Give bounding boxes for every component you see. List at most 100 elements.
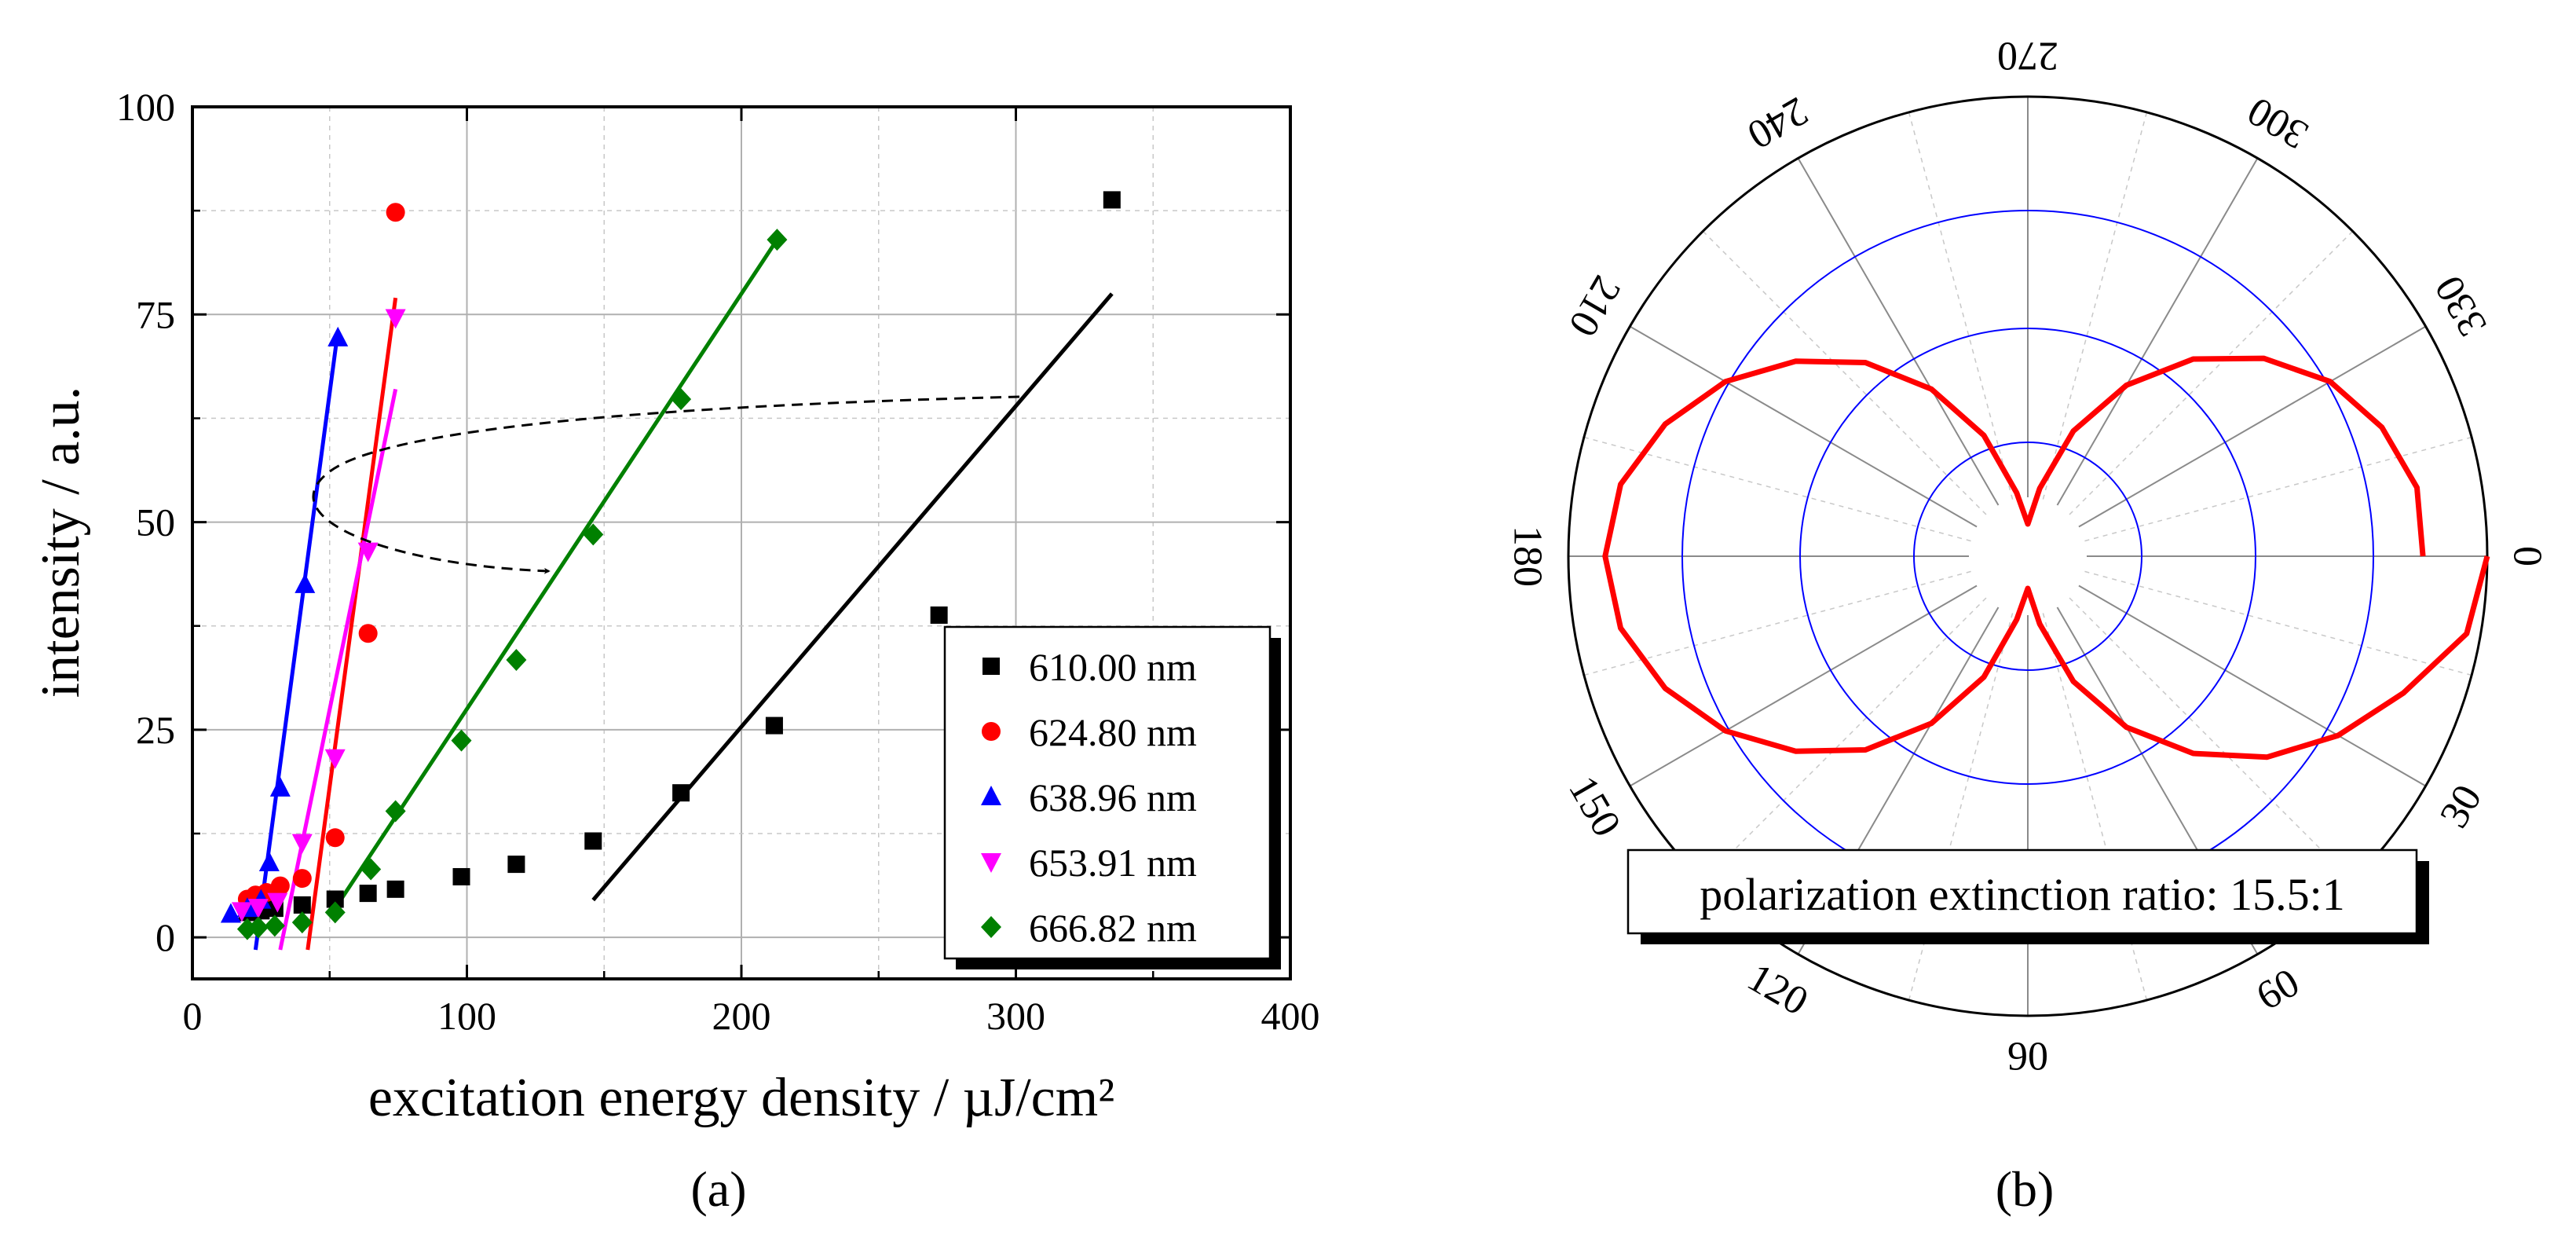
angle-label-270: 270 [1997,34,2058,79]
data-point-series-4 [385,309,406,329]
data-point-series-2 [358,624,378,643]
data-point-series-5 [324,901,346,924]
x-tick-label: 0 [183,994,203,1038]
data-point-series-5 [583,523,604,546]
spoke-minor [1908,112,2014,500]
x-tick-label: 300 [986,994,1045,1038]
angle-label-330: 330 [2427,268,2496,343]
data-point-series-5 [506,649,527,672]
legend: 610.00 nm 624.80 nm 638.96 nm 653.91 nm 666.… [943,625,1281,969]
data-point-series-1 [359,885,377,903]
radial-circle-middle [1799,328,2256,785]
x-tick-label: 400 [1261,994,1320,1038]
data-point-series-3 [295,573,316,593]
data-point-series-5 [264,914,285,937]
data-point-series-5 [451,729,472,752]
angle-label-240: 240 [1740,88,1815,157]
axis-ticks [191,105,1292,979]
data-point-series-1 [326,890,344,908]
grid-lines [192,107,1290,979]
y-axis-label: intensity / a.u. [31,387,91,698]
polarization-curve [1602,355,2490,760]
spoke-minor [2069,230,2354,515]
legend-label-series-4: 653.91 nm [1029,841,1197,885]
data-point-series-4 [324,749,346,769]
y-tick-label: 25 [136,708,175,752]
legend-box [943,625,1272,960]
angle-label-180: 180 [1506,526,1550,587]
angle-label-30: 30 [2431,778,2490,836]
spoke-minor [2084,570,2472,676]
legend-label-series-3: 638.96 nm [1029,775,1197,819]
spoke-major [2078,325,2427,528]
panel-label-a: (a) [690,1161,746,1217]
data-point-series-5 [247,916,269,939]
spoke-minor [1702,230,1987,515]
angle-label-60: 60 [2249,960,2307,1019]
legend-marker-series-5 [981,916,1001,938]
radial-circle-inner [1913,442,2142,671]
fit-line-series-5 [333,238,779,910]
data-point-series-2 [292,869,312,889]
data-point-series-2 [325,828,345,848]
data-point-series-1 [765,716,783,735]
legend-marker-series-3 [981,786,1001,805]
data-point-series-4 [291,834,313,854]
data-point-series-1 [386,880,404,898]
panel-b-polar-chart: 0 30 60 90 120 150 180 210 240 270 300 330 polariza… [1506,34,2551,1218]
spoke-minor [2042,112,2148,500]
spoke-minor [1702,597,1987,882]
data-point-series-1 [293,896,311,914]
spoke-minor [1583,570,1971,676]
data-point-series-1 [1103,191,1121,209]
extinction-ratio-annotation: polarization extinction ratio: 15.5:1 [1700,869,2344,920]
data-point-series-5 [671,388,692,411]
y-tick-label: 0 [156,915,175,959]
data-point-series-5 [291,911,313,934]
legend-label-series-1: 610.00 nm [1029,645,1197,689]
annotation-box [1626,848,2418,935]
data-point-series-4 [231,902,252,922]
spoke-minor [1583,436,1971,542]
data-point-series-1 [930,606,948,624]
fit-line-series-2 [306,297,398,951]
data-point-series-2 [386,203,405,222]
data-point-series-1 [672,784,690,802]
spoke-major [1629,585,1978,787]
data-point-series-1 [584,832,602,850]
legend-label-series-5: 666.82 nm [1029,906,1197,950]
spoke-major [2056,157,2259,506]
legend-items: 610.00 nm 624.80 nm 638.96 nm 653.91 nm 666.… [981,645,1197,950]
data-point-series-4 [247,899,269,919]
spoke-minor [2069,597,2354,882]
dashed-arrow [312,395,1020,574]
polar-spokes [1568,97,2487,1016]
spoke-major [2078,585,2427,787]
y-tick-label: 100 [116,85,175,129]
spoke-major [1629,325,1978,528]
data-point-series-4 [357,542,379,563]
data-point-series-4 [267,892,288,913]
angle-label-300: 300 [2240,88,2315,157]
data-point-series-2 [270,876,290,896]
data-point-series-3 [258,852,280,871]
fit-line-series-3 [253,331,340,951]
angle-label-150: 150 [1560,768,1629,844]
data-point-series-1 [452,867,470,885]
angle-label-90: 90 [2007,1035,2048,1079]
x-tick-label: 200 [712,994,771,1038]
fit-line-series-4 [278,388,398,951]
spoke-minor [2084,436,2472,542]
legend-label-series-2: 624.80 nm [1029,710,1197,754]
data-points [220,191,1121,940]
data-point-series-3 [327,326,349,346]
legend-marker-series-1 [982,658,1000,675]
angle-label-120: 120 [1740,955,1815,1024]
data-point-series-5 [385,800,406,823]
legend-marker-series-2 [982,722,1001,741]
spoke-major [1797,157,2000,506]
legend-marker-series-4 [981,853,1001,873]
x-tick-label: 100 [437,994,496,1038]
data-point-series-3 [220,903,241,923]
data-point-series-5 [767,229,788,251]
